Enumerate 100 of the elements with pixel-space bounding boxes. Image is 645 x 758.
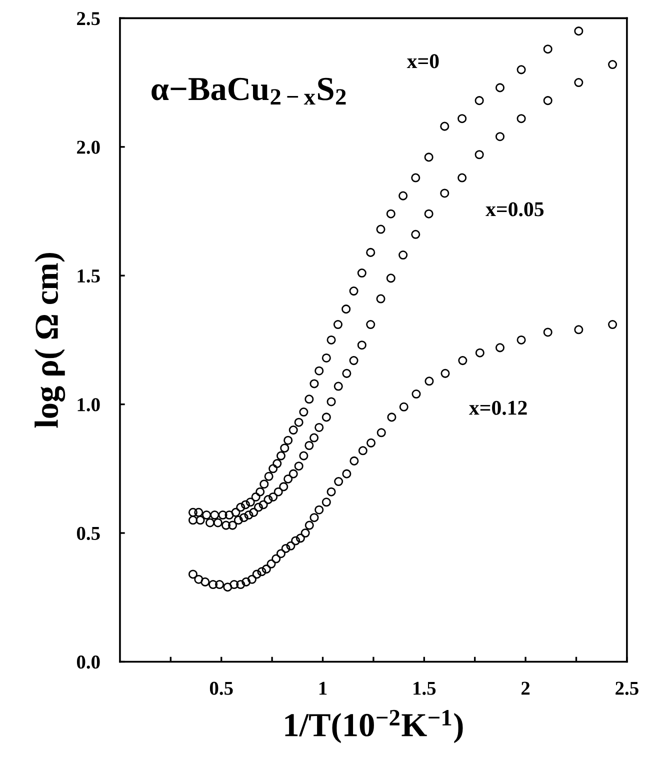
point: [543, 328, 552, 337]
point: [272, 459, 282, 468]
point: [411, 173, 420, 182]
point: [333, 320, 342, 330]
point: [376, 428, 386, 438]
point: [349, 356, 358, 366]
point: [280, 444, 290, 453]
point: [574, 78, 584, 88]
point: [254, 502, 263, 512]
point: [213, 518, 222, 528]
point: [412, 390, 421, 399]
point: [386, 274, 396, 283]
point: [574, 325, 584, 334]
point: [281, 544, 290, 553]
point: [247, 574, 256, 584]
point: [495, 83, 505, 92]
point: [294, 418, 304, 427]
point: [322, 353, 331, 362]
point: [342, 469, 352, 478]
point: [299, 408, 308, 417]
point: [475, 348, 484, 358]
point: [188, 516, 198, 525]
point: [495, 343, 505, 352]
x-tick-label: 2.5: [616, 682, 638, 695]
point: [236, 580, 246, 590]
point: [304, 440, 314, 450]
point: [210, 510, 220, 520]
x-axis-title: 1/T(10$^{−2}$K$^{−1}$): [285, 710, 463, 744]
point: [366, 438, 376, 448]
point: [231, 508, 240, 517]
point: [310, 513, 319, 522]
point: [458, 356, 468, 366]
point: [342, 368, 352, 378]
point: [258, 500, 268, 510]
y-axis-title: log ρ( Ω cm): [34, 252, 66, 428]
point: [286, 541, 296, 550]
text: x=0: [406, 54, 439, 68]
x-tick-label: 1.5: [414, 682, 436, 695]
point: [574, 26, 584, 36]
point: [257, 567, 266, 576]
point: [262, 564, 271, 574]
point: [366, 320, 376, 330]
point: [322, 412, 331, 422]
point: [284, 436, 293, 445]
point: [424, 376, 434, 386]
point: [495, 132, 505, 142]
point: [326, 397, 336, 406]
point: [249, 508, 258, 517]
point: [399, 402, 408, 412]
point: [387, 412, 396, 422]
point: [411, 230, 420, 239]
point: [543, 44, 552, 54]
point: [424, 209, 434, 218]
point: [264, 495, 273, 504]
point: [334, 382, 343, 391]
point: [299, 451, 308, 460]
point: [218, 510, 228, 520]
point: [474, 150, 484, 160]
point: [376, 224, 386, 234]
point: [194, 508, 204, 517]
text: α−BaCu$_{2−x}$S$_{2}$: [152, 78, 346, 105]
point: [300, 528, 310, 538]
point: [236, 502, 246, 512]
point: [424, 152, 434, 162]
point: [474, 96, 484, 106]
point: [310, 379, 319, 388]
point: [222, 520, 231, 530]
point: [543, 96, 552, 106]
point: [458, 114, 467, 124]
point: [440, 188, 450, 198]
y-tick-label: 1.0: [78, 398, 100, 412]
y-tick-label: 2.5: [77, 12, 100, 26]
point: [386, 209, 396, 218]
point: [251, 492, 260, 502]
point: [314, 422, 324, 432]
point: [223, 582, 232, 592]
x-tick-label: 2: [522, 682, 530, 695]
point: [268, 492, 278, 502]
point: [398, 191, 408, 200]
y-tick-label: 1.5: [78, 270, 100, 283]
series-label: x=0.12: [469, 400, 527, 415]
point: [208, 580, 218, 590]
point: [268, 464, 278, 474]
point: [322, 498, 331, 507]
point: [205, 518, 215, 528]
point: [608, 320, 618, 330]
point: [608, 60, 618, 70]
point: [314, 366, 324, 376]
point: [239, 513, 248, 522]
point: [326, 487, 336, 496]
point: [304, 520, 314, 530]
point: [264, 472, 274, 481]
point: [240, 500, 250, 510]
point: [458, 173, 467, 182]
point: [357, 268, 366, 278]
point: [288, 469, 298, 478]
point: [357, 340, 366, 350]
point: [296, 534, 305, 543]
point: [246, 498, 255, 507]
point: [224, 510, 234, 520]
